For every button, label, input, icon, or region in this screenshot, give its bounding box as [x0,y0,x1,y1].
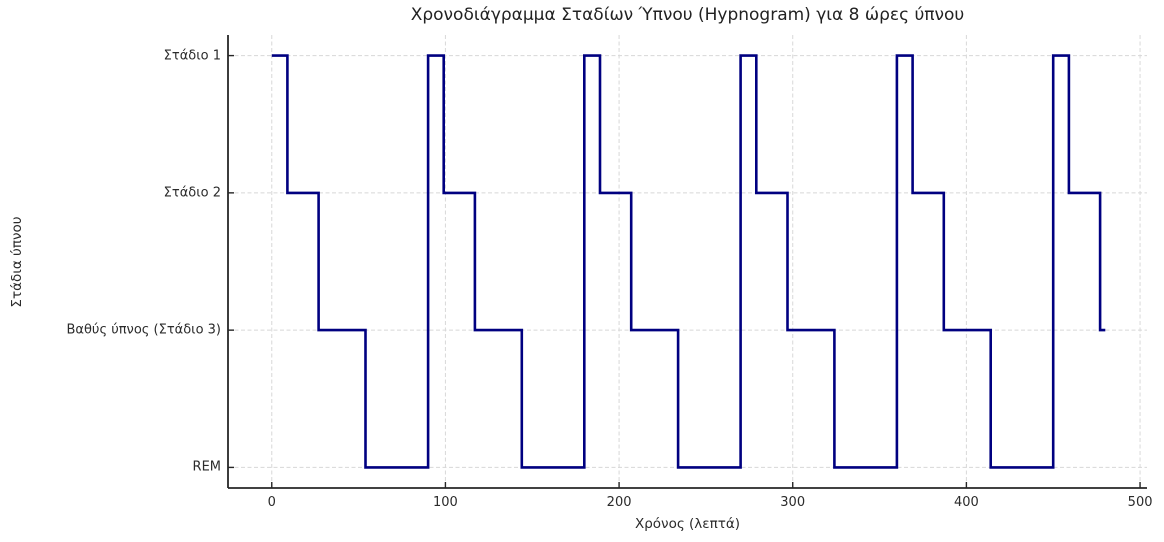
y-tick-label-stage1: Στάδιο 1 [163,48,221,64]
chart-title: Χρονοδιάγραμμα Σταδίων Ύπνου (Hypnogram)… [410,5,965,25]
x-tick-label-100: 100 [432,495,458,510]
axis-ticks [228,54,1141,488]
x-tick-label-300: 300 [780,495,806,510]
x-tick-label-0: 0 [267,495,276,510]
y-tick-label-deep-sleep: Βαθύς ύπνος (Στάδιο 3) [66,322,221,338]
x-tick-label-400: 400 [953,495,979,510]
x-axis-label: Χρόνος (λεπτά) [634,516,741,532]
x-tick-label-200: 200 [606,495,632,510]
y-tick-label-stage2: Στάδιο 2 [163,185,221,201]
axes-spines [227,35,1147,489]
x-tick-label-500: 500 [1127,495,1153,510]
y-tick-label-rem: REM [192,459,221,475]
hypnogram-step-line [271,54,1106,469]
